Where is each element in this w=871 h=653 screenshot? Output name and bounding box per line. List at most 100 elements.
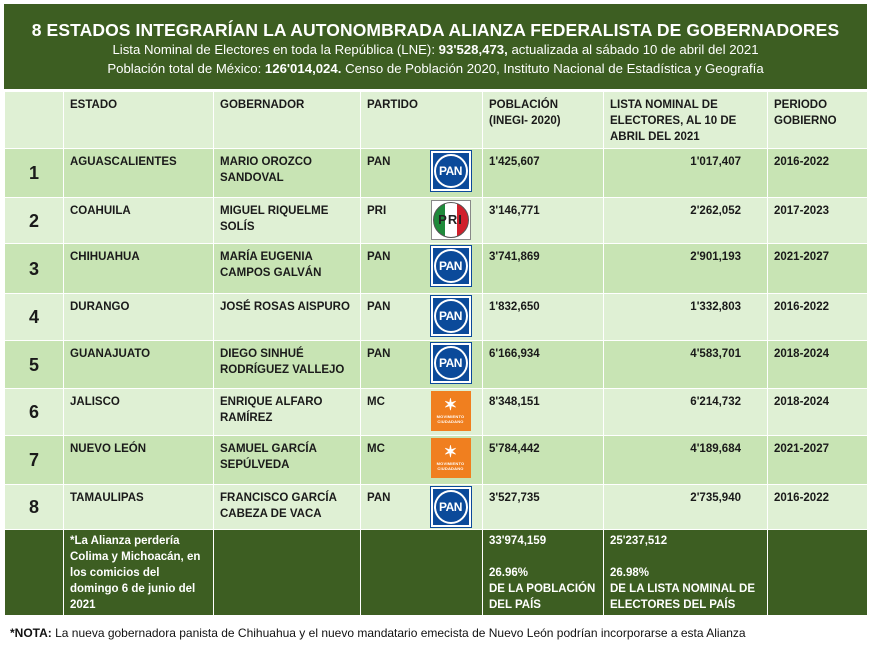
header-gobernador: GOBERNADOR [213, 91, 361, 149]
footer-blank-3 [360, 529, 483, 616]
pri-logo-text: PRI [432, 202, 469, 238]
party-logo-cell: PAN [426, 340, 483, 389]
header-estado: ESTADO [63, 91, 214, 149]
footnote-text: La nueva gobernadora panista de Chihuahu… [51, 626, 746, 640]
title-banner: 8 ESTADOS INTEGRARÍAN LA AUTONOMBRADA AL… [4, 4, 867, 89]
partido-cell: PAN [360, 148, 427, 198]
row-number: 6 [4, 388, 64, 436]
estado-cell: CHIHUAHUA [63, 243, 214, 294]
lista-total: 25'237,512 [610, 535, 668, 547]
periodo-cell: 2017-2023 [767, 197, 868, 244]
lne-suffix: actualizada al sábado 10 de abril del 20… [507, 42, 759, 57]
partido-cell: MC [360, 435, 427, 485]
party-logo-cell: ✶ MOVIMIENTO CIUDADANO [426, 435, 483, 485]
party-logo-cell: PRI [426, 197, 483, 244]
row-number: 1 [4, 148, 64, 198]
header-blank [4, 91, 64, 149]
page-title: 8 ESTADOS INTEGRARÍAN LA AUTONOMBRADA AL… [31, 20, 840, 40]
lista-cell: 4'583,701 [603, 340, 768, 389]
estado-cell: DURANGO [63, 293, 214, 341]
eagle-icon: ✶ [443, 397, 458, 414]
estado-cell: JALISCO [63, 388, 214, 436]
population-line: Población total de México: 126'014,024. … [4, 59, 867, 78]
population-percent-label: DE LA POBLACIÓN DEL PAÍS [489, 583, 596, 611]
population-percent: 26.96% [489, 567, 529, 579]
partido-cell: PRI [360, 197, 427, 244]
header-poblacion: POBLACIÓN (INEGI- 2020) [482, 91, 604, 149]
gobernador-cell: ENRIQUE ALFARO RAMÍREZ [213, 388, 361, 436]
periodo-cell: 2016-2022 [767, 484, 868, 530]
footnote: *NOTA: La nueva gobernadora panista de C… [10, 626, 746, 640]
estado-cell: GUANAJUATO [63, 340, 214, 389]
lista-cell: 2'901,193 [603, 243, 768, 294]
pop-suffix: Censo de Población 2020, Instituto Nacio… [341, 61, 764, 76]
lista-cell: 6'214,732 [603, 388, 768, 436]
mc-logo: ✶ MOVIMIENTO CIUDADANO [430, 438, 471, 478]
lista-percent-label: DE LA LISTA NOMINAL DE ELECTORES DEL PAÍ… [610, 583, 756, 611]
poblacion-cell: 8'348,151 [482, 388, 604, 436]
population-total: 33'974,159 [489, 535, 547, 547]
poblacion-cell: 1'425,607 [482, 148, 604, 198]
table-row: 7 NUEVO LEÓN SAMUEL GARCÍA SEPÚLVEDA MC ✶ MOV… [4, 435, 868, 485]
gobernador-cell: JOSÉ ROSAS AISPURO [213, 293, 361, 341]
row-number: 8 [4, 484, 64, 530]
table-body: 1 AGUASCALIENTES MARIO OROZCO SANDOVAL PAN P… [4, 148, 868, 530]
population-total-cell: 33'974,159 26.96% DE LA POBLACIÓN DEL PA… [482, 529, 604, 616]
table-row: 1 AGUASCALIENTES MARIO OROZCO SANDOVAL PAN P… [4, 148, 868, 198]
table-row: 6 JALISCO ENRIQUE ALFARO RAMÍREZ MC ✶ MOVIMIE… [4, 388, 868, 436]
pan-logo: PAN [429, 342, 472, 384]
pan-logo: PAN [429, 245, 472, 287]
header-periodo: PERIODO GOBIERNO [767, 91, 868, 149]
periodo-cell: 2018-2024 [767, 388, 868, 436]
poblacion-cell: 3'146,771 [482, 197, 604, 244]
eagle-icon: ✶ [443, 444, 458, 461]
gobernador-cell: DIEGO SINHUÉ RODRÍGUEZ VALLEJO [213, 340, 361, 389]
estado-cell: NUEVO LEÓN [63, 435, 214, 485]
periodo-cell: 2016-2022 [767, 148, 868, 198]
table-row: 5 GUANAJUATO DIEGO SINHUÉ RODRÍGUEZ VALLEJ… [4, 340, 868, 389]
partido-cell: PAN [360, 293, 427, 341]
pop-value: 126'014,024. [264, 61, 342, 76]
poblacion-cell: 5'784,442 [482, 435, 604, 485]
mc-logo: ✶ MOVIMIENTO CIUDADANO [430, 391, 471, 431]
footnote-label: *NOTA: [10, 626, 52, 640]
pan-logo-text: PAN [433, 490, 468, 524]
gobernador-cell: SAMUEL GARCÍA SEPÚLVEDA [213, 435, 361, 485]
estado-cell: AGUASCALIENTES [63, 148, 214, 198]
periodo-cell: 2021-2027 [767, 435, 868, 485]
party-logo-cell: PAN [426, 148, 483, 198]
pan-logo: PAN [429, 486, 472, 528]
poblacion-cell: 3'527,735 [482, 484, 604, 530]
pan-logo-text: PAN [433, 249, 468, 283]
header-lista: LISTA NOMINAL DE ELECTORES, AL 10 DE ABR… [603, 91, 768, 149]
footer-blank-4 [767, 529, 868, 616]
lista-cell: 2'735,940 [603, 484, 768, 530]
footer-blank [4, 529, 64, 616]
pri-logo: PRI [430, 200, 471, 240]
alianza-note: *La Alianza perdería Colima y Michoacán,… [63, 529, 214, 616]
pan-logo: PAN [429, 150, 472, 192]
periodo-cell: 2016-2022 [767, 293, 868, 341]
party-logo-cell: PAN [426, 484, 483, 530]
table-row: 4 DURANGO JOSÉ ROSAS AISPURO PAN PAN 1'832,65… [4, 293, 868, 341]
estado-cell: COAHUILA [63, 197, 214, 244]
partido-cell: PAN [360, 340, 427, 389]
lne-prefix: Lista Nominal de Electores en toda la Re… [112, 42, 439, 57]
table-row: 3 CHIHUAHUA MARÍA EUGENIA CAMPOS GALVÁN PAN… [4, 243, 868, 294]
lista-percent: 26.98% [610, 567, 650, 579]
periodo-cell: 2018-2024 [767, 340, 868, 389]
header-logo-blank [426, 91, 483, 149]
row-number: 5 [4, 340, 64, 389]
row-number: 2 [4, 197, 64, 244]
mc-logo-text: MOVIMIENTO CIUDADANO [436, 461, 465, 471]
partido-cell: PAN [360, 243, 427, 294]
lista-cell: 4'189,684 [603, 435, 768, 485]
partido-cell: PAN [360, 484, 427, 530]
poblacion-cell: 1'832,650 [482, 293, 604, 341]
table-row: 2 COAHUILA MIGUEL RIQUELME SOLÍS PRI PRI 3'14… [4, 197, 868, 244]
poblacion-cell: 6'166,934 [482, 340, 604, 389]
lne-value: 93'528,473, [438, 42, 508, 57]
row-number: 3 [4, 243, 64, 294]
row-number: 4 [4, 293, 64, 341]
estado-cell: TAMAULIPAS [63, 484, 214, 530]
